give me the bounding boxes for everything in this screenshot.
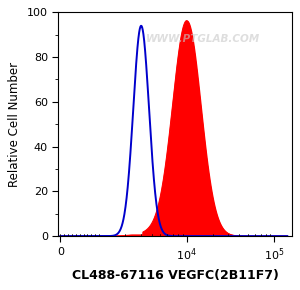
X-axis label: CL488-67116 VEGFC(2B11F7): CL488-67116 VEGFC(2B11F7)	[71, 269, 278, 282]
Y-axis label: Relative Cell Number: Relative Cell Number	[8, 62, 21, 187]
Text: WWW.PTGLAB.COM: WWW.PTGLAB.COM	[146, 34, 260, 44]
